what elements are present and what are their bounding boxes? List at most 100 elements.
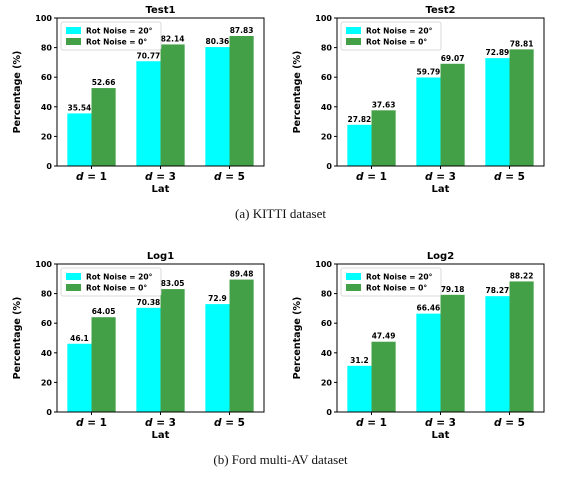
category-symbol: d bbox=[356, 417, 364, 429]
legend-swatch-rot0 bbox=[66, 38, 81, 45]
data-label: 59.79 bbox=[417, 68, 441, 77]
data-label: 69.07 bbox=[441, 54, 465, 63]
y-tick-label: 60 bbox=[321, 73, 333, 82]
bar-rot0-3 bbox=[509, 49, 534, 166]
data-label: 70.77 bbox=[137, 51, 161, 60]
chart-log1: Log1 Percentage (%) 46.1 64.05 d = 1 70.38 83.… bbox=[12, 251, 265, 441]
category-value: = 1 bbox=[84, 171, 107, 183]
bar-rot0-2 bbox=[160, 289, 185, 412]
chart-title: Log1 bbox=[147, 251, 174, 262]
y-tick-label: 100 bbox=[315, 260, 332, 269]
y-tick-label: 80 bbox=[321, 290, 333, 299]
y-axis-label: Percentage (%) bbox=[12, 297, 23, 380]
y-tick-label: 20 bbox=[41, 132, 53, 141]
category-symbol: d bbox=[494, 171, 502, 183]
bar-rot20-2 bbox=[416, 77, 441, 166]
legend-entry: Rot Noise = 20° bbox=[86, 27, 153, 36]
bar-rot0-3 bbox=[229, 279, 254, 412]
bar-rot20-1 bbox=[67, 343, 92, 412]
y-tick-label: 0 bbox=[46, 162, 52, 171]
chart-title: Test2 bbox=[426, 5, 456, 16]
category-label: d = 5 bbox=[214, 417, 245, 429]
category-value: = 1 bbox=[364, 417, 387, 429]
legend-entry: Rot Noise = 0° bbox=[366, 38, 427, 47]
x-axis-label: Lat bbox=[432, 430, 450, 441]
category-value: = 5 bbox=[502, 171, 525, 183]
bar-rot0-2 bbox=[440, 294, 465, 412]
plot-frame bbox=[56, 263, 265, 413]
bar-rot20-2 bbox=[136, 61, 161, 166]
category-symbol: d bbox=[145, 171, 153, 183]
caption-ford: (b) Ford multi-AV dataset bbox=[213, 452, 348, 467]
bar-rot20-3 bbox=[205, 47, 230, 166]
legend-swatch-rot20 bbox=[66, 27, 81, 34]
plot-frame bbox=[336, 263, 545, 413]
legend-swatch-rot0 bbox=[66, 284, 81, 291]
category-value: = 5 bbox=[222, 171, 245, 183]
y-tick-label: 40 bbox=[41, 103, 53, 112]
data-label: 83.05 bbox=[161, 279, 185, 288]
data-label: 78.81 bbox=[510, 39, 534, 48]
category-symbol: d bbox=[356, 171, 364, 183]
y-tick-label: 80 bbox=[41, 44, 53, 53]
category-label: d = 1 bbox=[76, 417, 107, 429]
data-label: 72.89 bbox=[486, 48, 510, 57]
data-label: 37.63 bbox=[372, 100, 396, 109]
data-label: 80.36 bbox=[206, 37, 230, 46]
y-tick-label: 80 bbox=[41, 290, 53, 299]
category-symbol: d bbox=[214, 417, 222, 429]
category-value: = 1 bbox=[364, 171, 387, 183]
y-tick-label: 0 bbox=[46, 408, 52, 417]
data-label: 66.46 bbox=[417, 304, 441, 313]
category-value: = 1 bbox=[84, 417, 107, 429]
bar-rot0-1 bbox=[91, 317, 116, 412]
y-tick-label: 60 bbox=[41, 73, 53, 82]
x-axis-label: Lat bbox=[152, 430, 170, 441]
x-axis-label: Lat bbox=[152, 184, 170, 195]
chart-log2: Log2 Percentage (%) 31.2 47.49 d = 1 66.46 79.… bbox=[292, 251, 545, 441]
data-label: 72.9 bbox=[208, 294, 227, 303]
category-symbol: d bbox=[425, 417, 433, 429]
y-tick-label: 100 bbox=[35, 260, 52, 269]
chart-title: Log2 bbox=[427, 251, 454, 262]
category-symbol: d bbox=[214, 171, 222, 183]
category-label: d = 5 bbox=[214, 171, 245, 183]
category-label: d = 1 bbox=[356, 171, 387, 183]
bar-rot0-2 bbox=[160, 44, 185, 166]
y-axis-label: Percentage (%) bbox=[12, 51, 23, 134]
y-axis-label: Percentage (%) bbox=[292, 51, 303, 134]
data-label: 64.05 bbox=[92, 307, 116, 316]
bar-rot20-3 bbox=[205, 304, 230, 412]
legend-swatch-rot20 bbox=[346, 273, 361, 280]
y-tick-label: 100 bbox=[315, 14, 332, 23]
bar-rot20-3 bbox=[485, 58, 510, 166]
legend-entry: Rot Noise = 20° bbox=[366, 273, 433, 282]
bar-rot0-2 bbox=[440, 63, 465, 167]
category-label: d = 5 bbox=[494, 417, 525, 429]
data-label: 47.49 bbox=[372, 332, 396, 341]
category-value: = 5 bbox=[502, 417, 525, 429]
category-symbol: d bbox=[76, 171, 84, 183]
legend-entry: Rot Noise = 0° bbox=[86, 284, 147, 293]
bar-rot0-3 bbox=[509, 281, 534, 412]
data-label: 52.66 bbox=[92, 78, 116, 87]
data-label: 82.14 bbox=[161, 34, 185, 43]
y-tick-label: 40 bbox=[41, 349, 53, 358]
y-tick-label: 80 bbox=[321, 44, 333, 53]
y-tick-label: 20 bbox=[321, 132, 333, 141]
data-label: 31.2 bbox=[350, 356, 369, 365]
bar-rot0-1 bbox=[371, 341, 396, 412]
bar-rot0-1 bbox=[91, 88, 116, 166]
bar-rot20-3 bbox=[485, 296, 510, 412]
category-symbol: d bbox=[425, 171, 433, 183]
data-label: 88.22 bbox=[510, 271, 534, 280]
category-label: d = 1 bbox=[76, 171, 107, 183]
legend-box bbox=[60, 267, 162, 297]
y-tick-label: 0 bbox=[326, 162, 332, 171]
category-symbol: d bbox=[494, 417, 502, 429]
category-value: = 3 bbox=[433, 171, 456, 183]
bar-rot20-2 bbox=[416, 313, 441, 412]
y-tick-label: 20 bbox=[41, 378, 53, 387]
legend-entry: Rot Noise = 0° bbox=[366, 284, 427, 293]
